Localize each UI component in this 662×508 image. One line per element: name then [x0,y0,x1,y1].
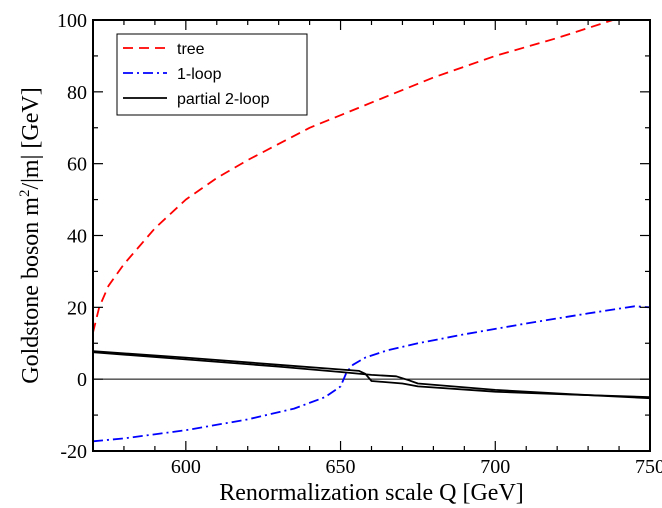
y-tick-label: 60 [67,154,87,176]
y-tick-label: -20 [60,441,87,463]
legend-label-partial-2-loop: partial 2-loop [177,91,270,108]
legend-label-tree: tree [177,41,205,58]
y-axis-title-suffix: /|m| [GeV] [18,87,44,189]
x-tick-label: 700 [480,456,510,478]
y-tick-label: 100 [57,10,87,32]
series-layer [92,19,651,443]
x-tick-label: 750 [635,456,662,478]
y-axis-title-sup: 2 [17,190,33,198]
y-tick-label: 40 [67,226,87,248]
y-tick-label: 0 [77,369,87,391]
series-line-partial-2-loop [92,350,651,398]
tick-labels-layer: 600 650 700 750 -20 0 20 40 60 80 100 [57,10,662,478]
x-axis-title: Renormalization scale Q [GeV] [219,480,524,506]
series-line-1-loop [92,305,651,443]
series-line-partial-2-loop-branch-3 [92,351,651,400]
series-line-tree [92,19,614,333]
y-tick-label: 80 [67,82,87,104]
y-axis-title-prefix: Goldstone boson m [18,197,44,384]
x-tick-label: 600 [171,456,201,478]
y-axis-title: Goldstone boson m2/|m| [GeV] [17,87,44,383]
legend: tree 1-loop partial 2-loop [116,33,308,116]
legend-label-1-loop: 1-loop [177,66,222,83]
x-tick-label: 650 [326,456,356,478]
ticks-layer [92,19,651,452]
y-tick-label: 20 [67,297,87,319]
